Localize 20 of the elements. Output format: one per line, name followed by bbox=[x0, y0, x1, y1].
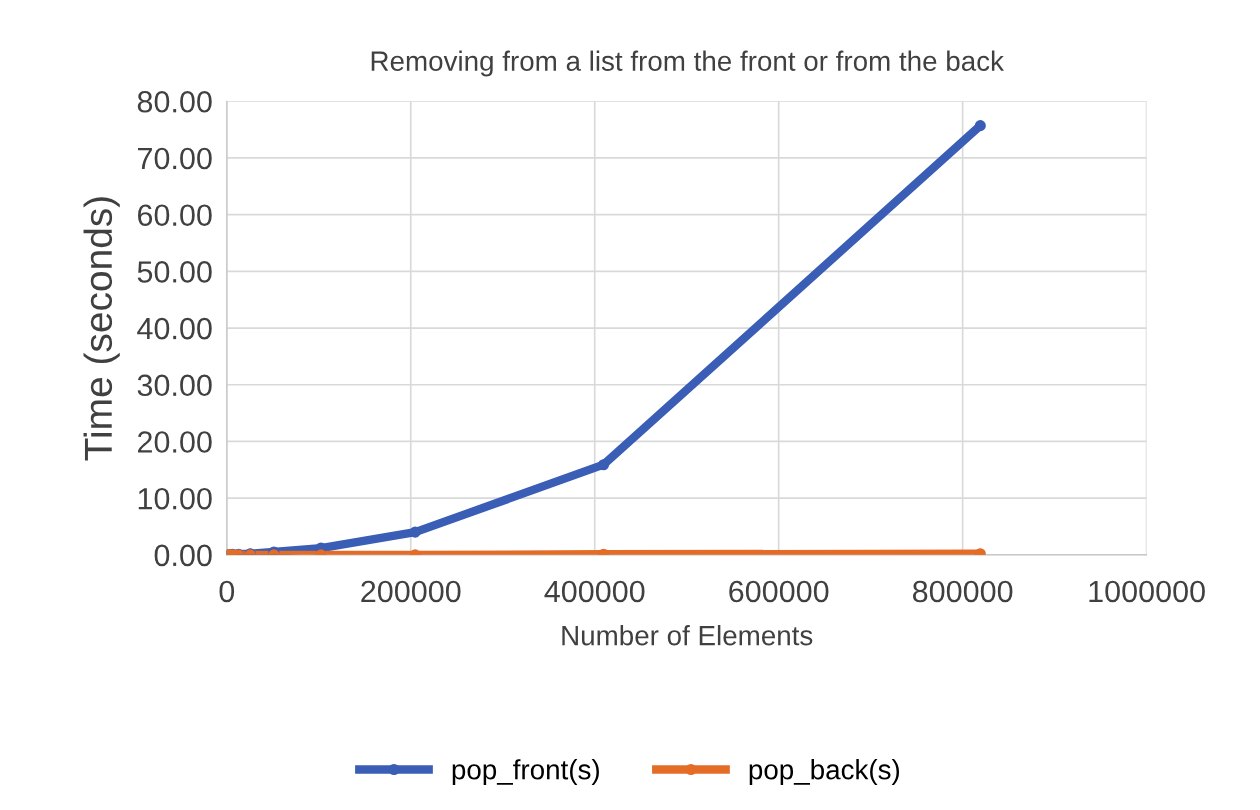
x-tick-label: 200000 bbox=[361, 580, 461, 603]
y-tick-label: 10.00 bbox=[138, 487, 212, 510]
y-tick-label: 80.00 bbox=[137, 90, 212, 113]
chart-title: Removing from a list from the front or from the back bbox=[371, 50, 1004, 77]
legend-label: pop_back(s) bbox=[749, 759, 900, 785]
y-tick-label: 60.00 bbox=[138, 204, 212, 227]
x-tick-label: 400000 bbox=[544, 580, 645, 603]
x-tick-label: 1000000 bbox=[1089, 580, 1205, 603]
x-tick-label: 600000 bbox=[729, 580, 829, 603]
legend-label: pop_front(s) bbox=[452, 759, 599, 785]
y-tick-label: 40.00 bbox=[137, 317, 212, 340]
x-tick-label: 800000 bbox=[912, 580, 1013, 603]
y-tick-label: 20.00 bbox=[137, 431, 212, 453]
x-tick-label: 0 bbox=[219, 580, 235, 603]
y-tick-label: 0.00 bbox=[154, 544, 212, 567]
x-axis-title: Number of Elements bbox=[562, 625, 813, 646]
y-tick-label: 50.00 bbox=[137, 261, 212, 283]
y-tick-label: 70.00 bbox=[138, 147, 212, 170]
y-axis-title: Time (seconds) bbox=[83, 197, 120, 461]
y-tick-label: 30.00 bbox=[137, 374, 212, 397]
